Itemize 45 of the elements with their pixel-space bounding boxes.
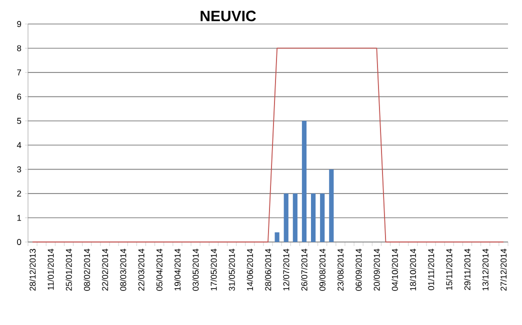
x-tick-label: 22/02/2014 [102,248,108,291]
x-tick-label: 22/03/2014 [138,248,144,291]
x-tick-label: 28/12/2013 [29,248,36,291]
x-tick-label: 01/11/2014 [428,248,434,290]
x-tick-label: 14/06/2014 [246,248,254,290]
x-tick-label: 15/11/2014 [446,248,452,290]
chart-title: NEUVIC [200,10,256,22]
bar [310,194,316,242]
bar [320,194,325,242]
x-tick-label: 03/05/2014 [192,248,199,291]
x-tick-label: 19/04/2014 [174,248,181,290]
x-tick-label: 13/12/2014 [482,248,488,290]
x-tick-label: 17/05/2014 [210,248,217,290]
x-tick-label: 06/09/2014 [355,248,362,291]
bar [292,194,298,242]
y-tick-label: 5 [17,118,22,124]
y-tick-label: 6 [17,94,22,100]
y-tick-label: 3 [17,166,22,172]
x-tick-label: 18/10/2014 [410,248,416,290]
y-tick-label: 0 [17,239,22,246]
x-tick-label: 12/07/2014 [282,248,290,290]
bar [274,232,280,242]
x-tick-label: 29/11/2014 [464,248,470,290]
x-tick-label: 08/02/2014 [84,248,90,291]
x-tick-label: 11/01/2014 [48,248,54,290]
y-tick-label: 4 [16,142,22,148]
bar [302,120,307,242]
x-tick-label: 08/03/2014 [120,248,126,291]
x-tick-label: 27/12/2014 [500,248,507,291]
x-tick-label: 05/04/2014 [156,248,162,291]
y-tick-label: 7 [17,70,22,76]
y-tick-label: 2 [17,190,22,197]
y-tick-label: 1 [17,214,22,221]
y-tick-label: 9 [17,21,22,28]
x-tick-label: 26/07/2014 [301,248,308,291]
x-tick-label: 09/08/2014 [319,248,326,291]
x-tick-label: 23/08/2014 [337,248,344,291]
x-tick-label: 31/05/2014 [228,248,235,291]
x-tick-label: 20/09/2014 [374,248,380,291]
x-tick-label: 28/06/2014 [264,248,272,291]
bar [329,169,334,242]
x-tick-label: 04/10/2014 [392,248,398,291]
x-tick-label: 25/01/2014 [66,248,72,291]
bar [284,194,288,242]
y-tick-label: 8 [17,45,22,52]
